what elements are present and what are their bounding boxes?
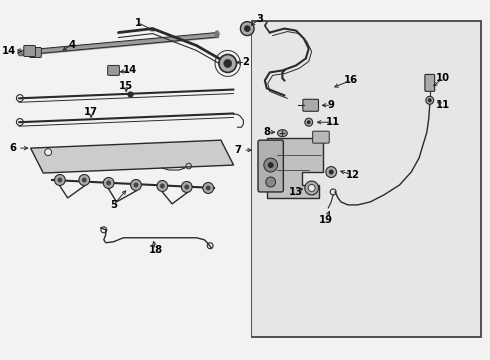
FancyBboxPatch shape <box>258 140 283 192</box>
Text: 9: 9 <box>328 100 335 110</box>
Circle shape <box>106 180 111 185</box>
Circle shape <box>219 54 237 72</box>
Circle shape <box>184 184 189 189</box>
Circle shape <box>134 183 139 188</box>
Circle shape <box>326 167 337 177</box>
FancyBboxPatch shape <box>425 75 435 91</box>
Text: 12: 12 <box>345 170 360 180</box>
FancyBboxPatch shape <box>313 131 329 143</box>
Circle shape <box>203 183 214 193</box>
Text: 14: 14 <box>1 45 16 55</box>
Text: 14: 14 <box>123 66 137 76</box>
Circle shape <box>54 175 65 185</box>
Circle shape <box>307 120 311 124</box>
Ellipse shape <box>277 130 287 137</box>
Circle shape <box>241 22 254 36</box>
Text: 11: 11 <box>435 100 450 110</box>
Ellipse shape <box>18 49 22 55</box>
Circle shape <box>428 98 432 102</box>
Circle shape <box>245 26 250 32</box>
Circle shape <box>160 184 165 189</box>
Circle shape <box>224 59 232 67</box>
Circle shape <box>266 177 275 187</box>
Text: 18: 18 <box>148 245 163 255</box>
Text: 19: 19 <box>318 215 332 225</box>
FancyBboxPatch shape <box>303 99 318 111</box>
Text: 16: 16 <box>343 75 358 85</box>
Circle shape <box>157 180 168 192</box>
Circle shape <box>131 180 141 190</box>
Text: 11: 11 <box>326 117 340 127</box>
Circle shape <box>79 175 90 185</box>
Circle shape <box>206 185 211 190</box>
Text: 5: 5 <box>110 200 117 210</box>
Circle shape <box>308 184 315 192</box>
Text: 4: 4 <box>68 40 75 50</box>
Text: 3: 3 <box>256 14 264 24</box>
Circle shape <box>305 181 318 195</box>
Circle shape <box>268 162 273 168</box>
Circle shape <box>181 181 192 193</box>
Polygon shape <box>30 140 234 173</box>
Text: 17: 17 <box>84 107 98 117</box>
Circle shape <box>82 177 87 183</box>
FancyBboxPatch shape <box>108 66 120 75</box>
Text: 10: 10 <box>436 73 449 84</box>
Circle shape <box>45 149 51 156</box>
Bar <box>11 1 251 359</box>
Text: 7: 7 <box>235 145 242 155</box>
Text: 15: 15 <box>119 81 133 91</box>
Text: 8: 8 <box>263 127 270 137</box>
Text: 2: 2 <box>242 58 249 67</box>
Text: 13: 13 <box>289 187 303 197</box>
Circle shape <box>103 177 114 189</box>
Bar <box>251 21 482 337</box>
Circle shape <box>426 96 434 104</box>
Text: 1: 1 <box>134 18 142 28</box>
Circle shape <box>305 118 313 126</box>
FancyBboxPatch shape <box>29 48 41 58</box>
FancyBboxPatch shape <box>24 45 35 57</box>
Circle shape <box>57 177 62 183</box>
Circle shape <box>329 170 334 175</box>
Text: 6: 6 <box>9 143 16 153</box>
Polygon shape <box>267 138 323 198</box>
Ellipse shape <box>215 31 219 37</box>
Circle shape <box>264 158 277 172</box>
